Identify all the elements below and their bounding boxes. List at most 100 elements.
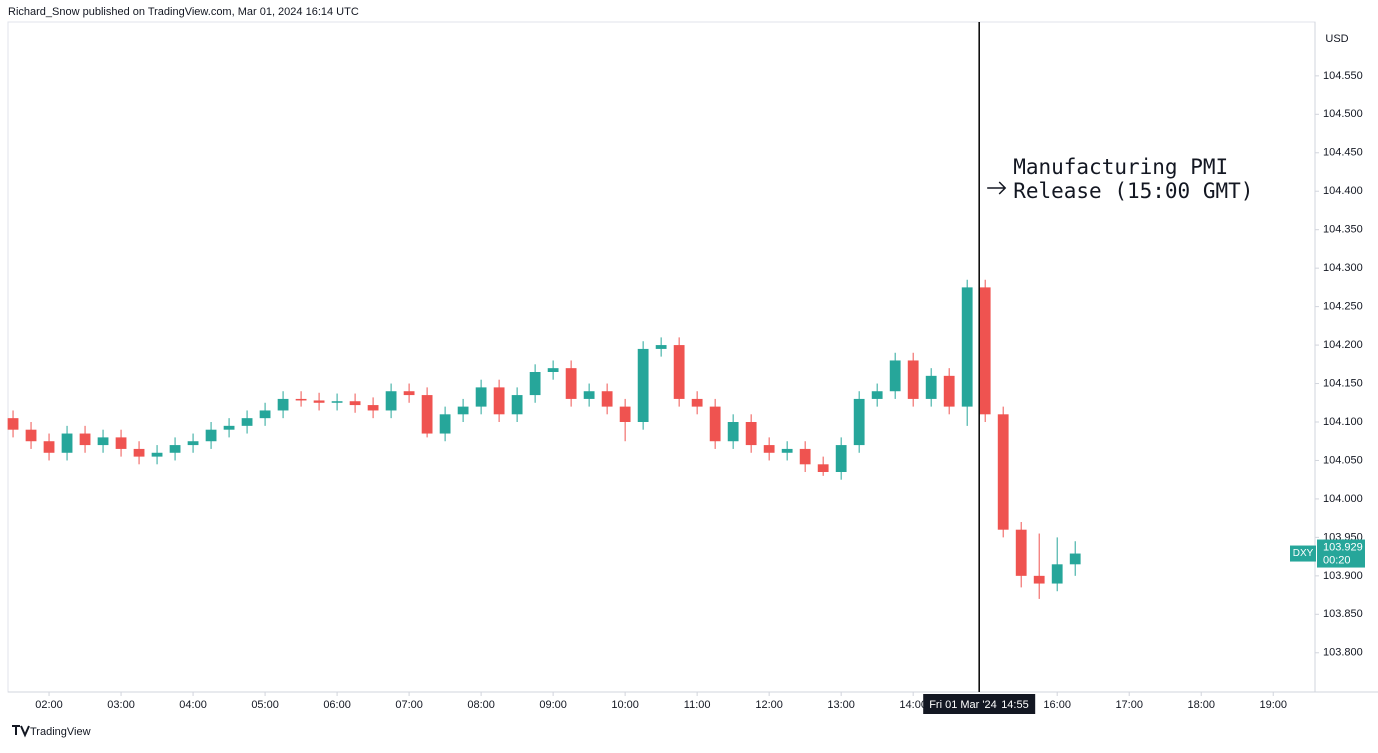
annotation-arrow	[987, 181, 1007, 195]
candle-body	[889, 360, 901, 392]
x-tick-label: 18:00	[1187, 699, 1215, 711]
x-tick-label: 03:00	[107, 699, 135, 711]
candle-body	[799, 448, 811, 465]
candle-body	[547, 368, 559, 372]
x-tick-label: 04:00	[179, 699, 207, 711]
candle-body	[457, 406, 469, 415]
candle-body	[853, 398, 865, 446]
candle-body	[637, 348, 649, 422]
price-tag-bg	[1317, 539, 1365, 568]
candle-body	[601, 391, 613, 407]
candle-body	[709, 406, 721, 442]
candle-body	[7, 418, 19, 430]
candle-body	[781, 448, 793, 453]
candle-body	[115, 437, 127, 449]
candle-body	[295, 398, 307, 401]
candle-body	[97, 437, 109, 446]
x-tick-label: 16:00	[1043, 699, 1071, 711]
candle-body	[331, 401, 343, 403]
y-tick-label: 104.000	[1323, 493, 1363, 505]
candle-body	[241, 418, 253, 426]
candle-body	[259, 410, 271, 419]
candle-body	[655, 345, 667, 349]
tv-logo	[12, 725, 30, 738]
x-tick-label: 12:00	[755, 699, 783, 711]
crosshair-time: 14:55	[1001, 699, 1029, 711]
candle-body	[979, 287, 991, 415]
y-tick-label: 103.900	[1323, 570, 1363, 582]
candle-body	[493, 387, 505, 415]
candle-body	[925, 375, 937, 399]
candle-body	[907, 360, 919, 399]
candle-body	[529, 372, 541, 396]
candle-body	[25, 429, 37, 442]
candle-body	[943, 375, 955, 407]
candle-body	[871, 391, 883, 399]
candle-body	[385, 391, 397, 411]
annotation-text: Manufacturing PMI	[1013, 155, 1228, 179]
y-tick-label: 104.450	[1323, 147, 1363, 159]
candle-body	[511, 395, 523, 415]
candle-body	[439, 414, 451, 434]
y-tick-label: 104.100	[1323, 416, 1363, 428]
x-tick-label: 10:00	[611, 699, 639, 711]
y-tick-label: 103.850	[1323, 608, 1363, 620]
y-tick-label: 104.550	[1323, 70, 1363, 82]
x-tick-label: 13:00	[827, 699, 855, 711]
x-tick-label: 17:00	[1115, 699, 1143, 711]
candle-body	[79, 433, 91, 446]
candle-body	[1033, 575, 1045, 584]
y-tick-label: 104.350	[1323, 224, 1363, 236]
candle-body	[475, 387, 487, 407]
y-tick-label: 104.400	[1323, 185, 1363, 197]
symbol-tag-bg	[1290, 545, 1316, 562]
candle-body	[1051, 564, 1063, 584]
candle-body	[565, 368, 577, 399]
candle-body	[367, 405, 379, 411]
candle-body	[421, 395, 433, 434]
countdown: 00:20	[1323, 554, 1351, 566]
candle-body	[223, 425, 235, 430]
x-tick-label: 07:00	[395, 699, 423, 711]
candle-body	[313, 400, 325, 403]
candle-body	[817, 464, 829, 472]
footer: TradingView	[30, 726, 91, 738]
x-tick-label: 06:00	[323, 699, 351, 711]
candle-body	[349, 401, 361, 406]
y-tick-label: 104.300	[1323, 262, 1363, 274]
crosshair-date: Fri 01 Mar '24	[929, 699, 997, 711]
y-tick-label: 104.500	[1323, 108, 1363, 120]
candle-body	[43, 441, 55, 453]
price-tag: 103.929	[1323, 541, 1363, 553]
x-tick-label: 11:00	[684, 699, 711, 711]
candle-body	[1015, 529, 1027, 576]
candle-body	[1069, 553, 1081, 565]
candle-body	[619, 406, 631, 422]
candle-body	[205, 429, 217, 442]
x-tick-label: 08:00	[467, 699, 495, 711]
candle-body	[151, 452, 163, 457]
candle-body	[187, 441, 199, 446]
y-tick-label: 104.050	[1323, 454, 1363, 466]
x-tick-label: 19:00	[1259, 699, 1287, 711]
x-tick-label: 02:00	[35, 699, 63, 711]
candle-body	[169, 445, 181, 453]
candle-body	[277, 398, 289, 411]
candle-body	[133, 448, 145, 457]
candle-body	[673, 345, 685, 399]
header: Richard_Snow published on TradingView.co…	[8, 6, 359, 18]
candle-body	[61, 433, 73, 453]
x-tick-label: 05:00	[251, 699, 279, 711]
symbol-tag: DXY	[1293, 548, 1314, 559]
candle-body	[835, 445, 847, 472]
candle-body	[583, 391, 595, 399]
currency-label: USD	[1325, 33, 1348, 45]
y-tick-label: 104.150	[1323, 377, 1363, 389]
plot-frame	[7, 21, 1316, 693]
candle-body	[961, 287, 973, 407]
annotation-text: Release (15:00 GMT)	[1013, 179, 1253, 203]
candle-body	[403, 391, 415, 396]
x-tick-label: 09:00	[539, 699, 567, 711]
